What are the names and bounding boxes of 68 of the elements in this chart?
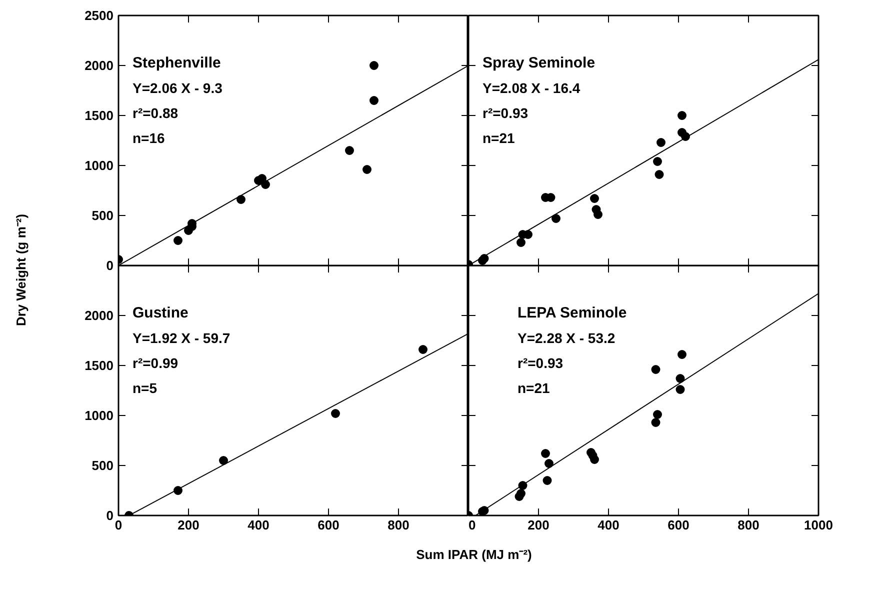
annotation: Y=2.06 X - 9.3	[132, 80, 223, 96]
y-tick-label: 1000	[84, 408, 114, 423]
x-tick-label: 800	[738, 518, 760, 532]
annotation: n=5	[132, 380, 158, 396]
point	[590, 194, 599, 203]
annotation: LEPA Seminole	[518, 304, 627, 322]
x-tick-label: 400	[598, 518, 620, 532]
point	[370, 96, 378, 105]
point	[678, 111, 686, 120]
point	[516, 238, 526, 247]
annotation: n=21	[518, 380, 550, 396]
point	[331, 409, 340, 418]
point	[676, 385, 685, 394]
point	[653, 157, 662, 166]
annotation: r²=0.99	[132, 355, 178, 371]
point	[370, 61, 378, 70]
x-tick-label: 200	[178, 518, 200, 532]
x-tick-label: 200	[528, 518, 550, 532]
point	[590, 455, 599, 464]
annotation: Spray Seminole	[482, 54, 596, 72]
y-tick-label: 0	[106, 258, 114, 273]
y-tick-label: 500	[92, 458, 114, 473]
annotation: n=21	[482, 130, 516, 146]
point	[236, 195, 246, 204]
point	[654, 170, 664, 179]
y-tick-label: 500	[92, 208, 114, 223]
y-tick-label: 2000	[84, 308, 114, 323]
point	[678, 350, 686, 359]
y-tick-label: 1500	[84, 108, 114, 123]
point	[656, 138, 666, 147]
y-axis-title: Dry Weight (g m⁻²)	[12, 214, 30, 326]
y-tick-label: 0	[106, 508, 114, 523]
point	[261, 180, 270, 189]
point	[174, 236, 182, 245]
point	[676, 374, 685, 383]
annotation: Y=2.08 X - 16.4	[482, 80, 580, 96]
point	[542, 476, 552, 485]
x-axis-title: Sum IPAR (MJ m⁻²)	[416, 546, 532, 564]
y-tick-label: 2000	[84, 58, 114, 73]
point	[653, 410, 662, 419]
point	[345, 146, 354, 155]
x-tick-label: 400	[248, 518, 270, 532]
annotation: r²=0.93	[482, 105, 528, 121]
point	[552, 214, 560, 223]
x-tick-label: 600	[668, 518, 690, 532]
point	[219, 456, 228, 465]
annotation: Y=1.92 X - 59.7	[132, 330, 230, 346]
x-tick-label: 800	[388, 518, 410, 532]
annotation: n=16	[132, 130, 166, 146]
y-tick-label: 1000	[84, 158, 114, 173]
annotation: Y=2.28 X - 53.2	[518, 330, 616, 346]
point	[651, 418, 660, 427]
point	[418, 345, 428, 354]
point	[594, 210, 602, 219]
y-tick-label: 1500	[84, 358, 114, 373]
y-tick-label: 2500	[84, 8, 114, 23]
x-tick-label: 600	[318, 518, 340, 532]
annotation: Stephenville	[132, 54, 221, 72]
point	[362, 165, 372, 174]
point	[516, 489, 526, 498]
point	[544, 459, 554, 468]
x-tick-label: 1000	[804, 518, 833, 532]
point	[541, 449, 550, 458]
point	[651, 365, 660, 374]
annotation: r²=0.93	[518, 355, 564, 371]
annotation: Gustine	[132, 304, 188, 322]
annotation: r²=0.88	[132, 105, 178, 121]
x-tick-label: 0	[468, 518, 476, 532]
